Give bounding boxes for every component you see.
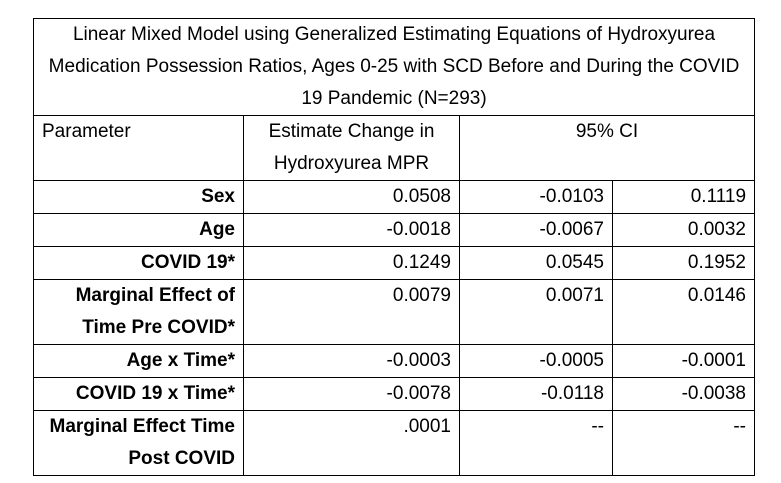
row-label: COVID 19 x Time* bbox=[33, 377, 244, 411]
row-label: Age x Time* bbox=[33, 344, 244, 378]
ci-low-cell: -0.0118 bbox=[459, 377, 613, 411]
ci-high-cell: -0.0038 bbox=[611, 377, 756, 411]
ci-low-cell: -0.0103 bbox=[459, 180, 613, 214]
table-row: Marginal Effect Time Post COVID .0001 --… bbox=[33, 410, 756, 476]
table-row: COVID 19 x Time* -0.0078 -0.0118 -0.0038 bbox=[33, 377, 756, 411]
table-row: COVID 19* 0.1249 0.0545 0.1952 bbox=[33, 246, 756, 280]
ci-high-cell: 0.0146 bbox=[611, 279, 756, 345]
header-95-ci: 95% CI bbox=[458, 115, 756, 181]
table-title-row: Linear Mixed Model using Generalized Est… bbox=[32, 18, 756, 116]
estimate-cell: -0.0003 bbox=[243, 344, 460, 378]
table-row: Sex 0.0508 -0.0103 0.1119 bbox=[33, 180, 756, 214]
ci-high-cell: 0.1952 bbox=[611, 246, 756, 280]
table-row: Age -0.0018 -0.0067 0.0032 bbox=[33, 213, 756, 247]
row-label: Marginal Effect of Time Pre COVID* bbox=[33, 279, 244, 345]
table-title: Linear Mixed Model using Generalized Est… bbox=[32, 18, 756, 116]
row-label: COVID 19* bbox=[33, 246, 244, 280]
ci-low-cell: -0.0067 bbox=[459, 213, 613, 247]
ci-low-cell: 0.0545 bbox=[459, 246, 613, 280]
ci-high-cell: 0.0032 bbox=[611, 213, 756, 247]
estimate-cell: 0.0508 bbox=[243, 180, 460, 214]
header-parameter: Parameter bbox=[33, 115, 244, 181]
estimate-cell: -0.0018 bbox=[243, 213, 460, 247]
table-header-row: Parameter Estimate Change in Hydroxyurea… bbox=[33, 115, 756, 181]
row-label: Marginal Effect Time Post COVID bbox=[33, 410, 244, 476]
estimate-cell: 0.0079 bbox=[243, 279, 460, 345]
ci-low-cell: -- bbox=[459, 410, 613, 476]
ci-low-cell: -0.0005 bbox=[459, 344, 613, 378]
ci-high-cell: -0.0001 bbox=[611, 344, 756, 378]
ci-high-cell: 0.1119 bbox=[611, 180, 756, 214]
ci-low-cell: 0.0071 bbox=[459, 279, 613, 345]
estimate-cell: -0.0078 bbox=[243, 377, 460, 411]
row-label: Age bbox=[33, 213, 244, 247]
estimate-cell: .0001 bbox=[243, 410, 460, 476]
gee-results-table: Linear Mixed Model using Generalized Est… bbox=[32, 18, 756, 476]
row-label: Sex bbox=[33, 180, 244, 214]
ci-high-cell: -- bbox=[611, 410, 756, 476]
table-row: Age x Time* -0.0003 -0.0005 -0.0001 bbox=[33, 344, 756, 378]
table-row: Marginal Effect of Time Pre COVID* 0.007… bbox=[33, 279, 756, 345]
estimate-cell: 0.1249 bbox=[243, 246, 460, 280]
header-estimate: Estimate Change in Hydroxyurea MPR bbox=[243, 115, 460, 181]
